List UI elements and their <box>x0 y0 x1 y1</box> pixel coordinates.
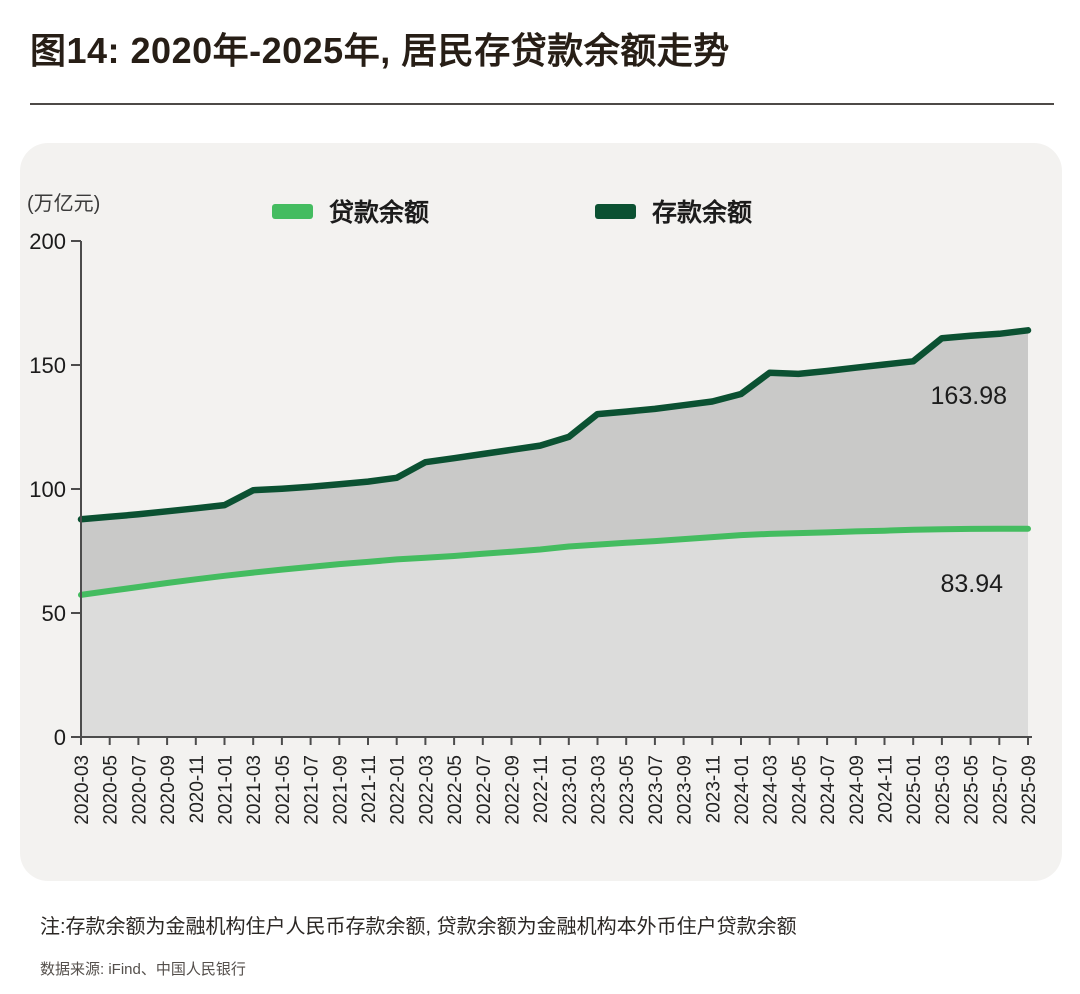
x-tick-label: 2022-09 <box>503 755 524 825</box>
x-tick-label: 2021-01 <box>216 755 237 825</box>
x-tick-label: 2023-05 <box>617 755 638 825</box>
deposit-line <box>77 327 1032 523</box>
x-tick-label: 2023-11 <box>703 755 724 823</box>
x-tick-label: 2022-03 <box>416 755 437 825</box>
x-tick-label: 2020-09 <box>158 755 179 825</box>
legend-label-loan: 贷款余额 <box>329 199 430 227</box>
chart-note: 注:存款余额为金融机构住户人民币存款余额, 贷款余额为金融机构本外币住户贷款余额 <box>40 916 797 938</box>
deposit-legend-swatch-icon <box>595 203 636 219</box>
x-tick-label: 2021-11 <box>359 755 380 823</box>
x-tick-label: 2022-11 <box>531 755 552 823</box>
loan-area-fill <box>81 528 1028 737</box>
x-tick-label: 2020-05 <box>101 755 122 825</box>
x-tick-label: 2021-09 <box>330 755 351 825</box>
x-tick-label: 2023-09 <box>675 755 696 825</box>
x-tick-label: 2024-03 <box>761 755 782 825</box>
loan-line <box>78 525 1031 598</box>
x-tick-label: 2023-01 <box>560 755 581 825</box>
x-tick-label: 2020-11 <box>187 755 208 823</box>
deposit-end-label: 163.98 <box>931 382 1007 410</box>
x-tick-label: 2025-05 <box>962 755 983 825</box>
x-tick-label: 2024-09 <box>847 755 868 825</box>
x-tick-label: 2024-01 <box>732 755 753 825</box>
x-tick-label: 2025-03 <box>933 755 954 825</box>
y-tick-label: 100 <box>29 477 66 502</box>
x-tick-label: 2020-07 <box>129 755 150 825</box>
x-tick-label: 2022-01 <box>388 755 409 825</box>
x-tick-label: 2021-03 <box>244 755 265 825</box>
x-tick-label: 2025-09 <box>1019 755 1040 825</box>
x-tick-label: 2025-01 <box>904 755 925 825</box>
loan-legend-swatch-icon <box>272 203 313 219</box>
legend-item-deposit: 存款余额 <box>595 193 752 229</box>
legend-label-deposit: 存款余额 <box>652 199 753 227</box>
x-tick-label: 2021-05 <box>273 755 294 825</box>
y-axis-unit-label: (万亿元) <box>27 193 101 215</box>
page-title: 图14: 2020年-2025年, 居民存贷款余额走势 <box>30 30 730 71</box>
y-tick-label: 150 <box>29 353 66 378</box>
x-tick-label: 2021-07 <box>302 755 323 825</box>
x-tick-label: 2024-11 <box>876 755 897 823</box>
chart-panel: (万亿元) 贷款余额 存款余额 0 50 100 150 200 2020-03 2020-… <box>20 143 1062 881</box>
x-tick-label: 2022-07 <box>474 755 495 825</box>
title-divider <box>30 103 1054 105</box>
y-tick-label: 200 <box>29 229 66 254</box>
x-tick-label: 2024-07 <box>818 755 839 825</box>
x-tick-label: 2024-05 <box>789 755 810 825</box>
loan-end-label: 83.94 <box>940 570 1003 598</box>
x-tick-label: 2023-07 <box>646 755 667 825</box>
y-tick-label: 0 <box>54 725 66 750</box>
x-tick-label: 2022-05 <box>445 755 466 825</box>
chart-legend: 贷款余额 存款余额 <box>20 187 1062 227</box>
y-tick-label: 50 <box>42 601 66 626</box>
x-tick-label: 2020-03 <box>72 755 93 825</box>
x-tick-label: 2025-07 <box>990 755 1011 825</box>
data-source: 数据来源: iFind、中国人民银行 <box>40 961 246 978</box>
legend-item-loan: 贷款余额 <box>272 193 429 229</box>
x-tick-label: 2023-03 <box>589 755 610 825</box>
chart-svg: 0 50 100 150 200 2020-03 2020-05 2020-07 2020-09… <box>29 229 1040 825</box>
gap-area-fill <box>81 330 1028 595</box>
